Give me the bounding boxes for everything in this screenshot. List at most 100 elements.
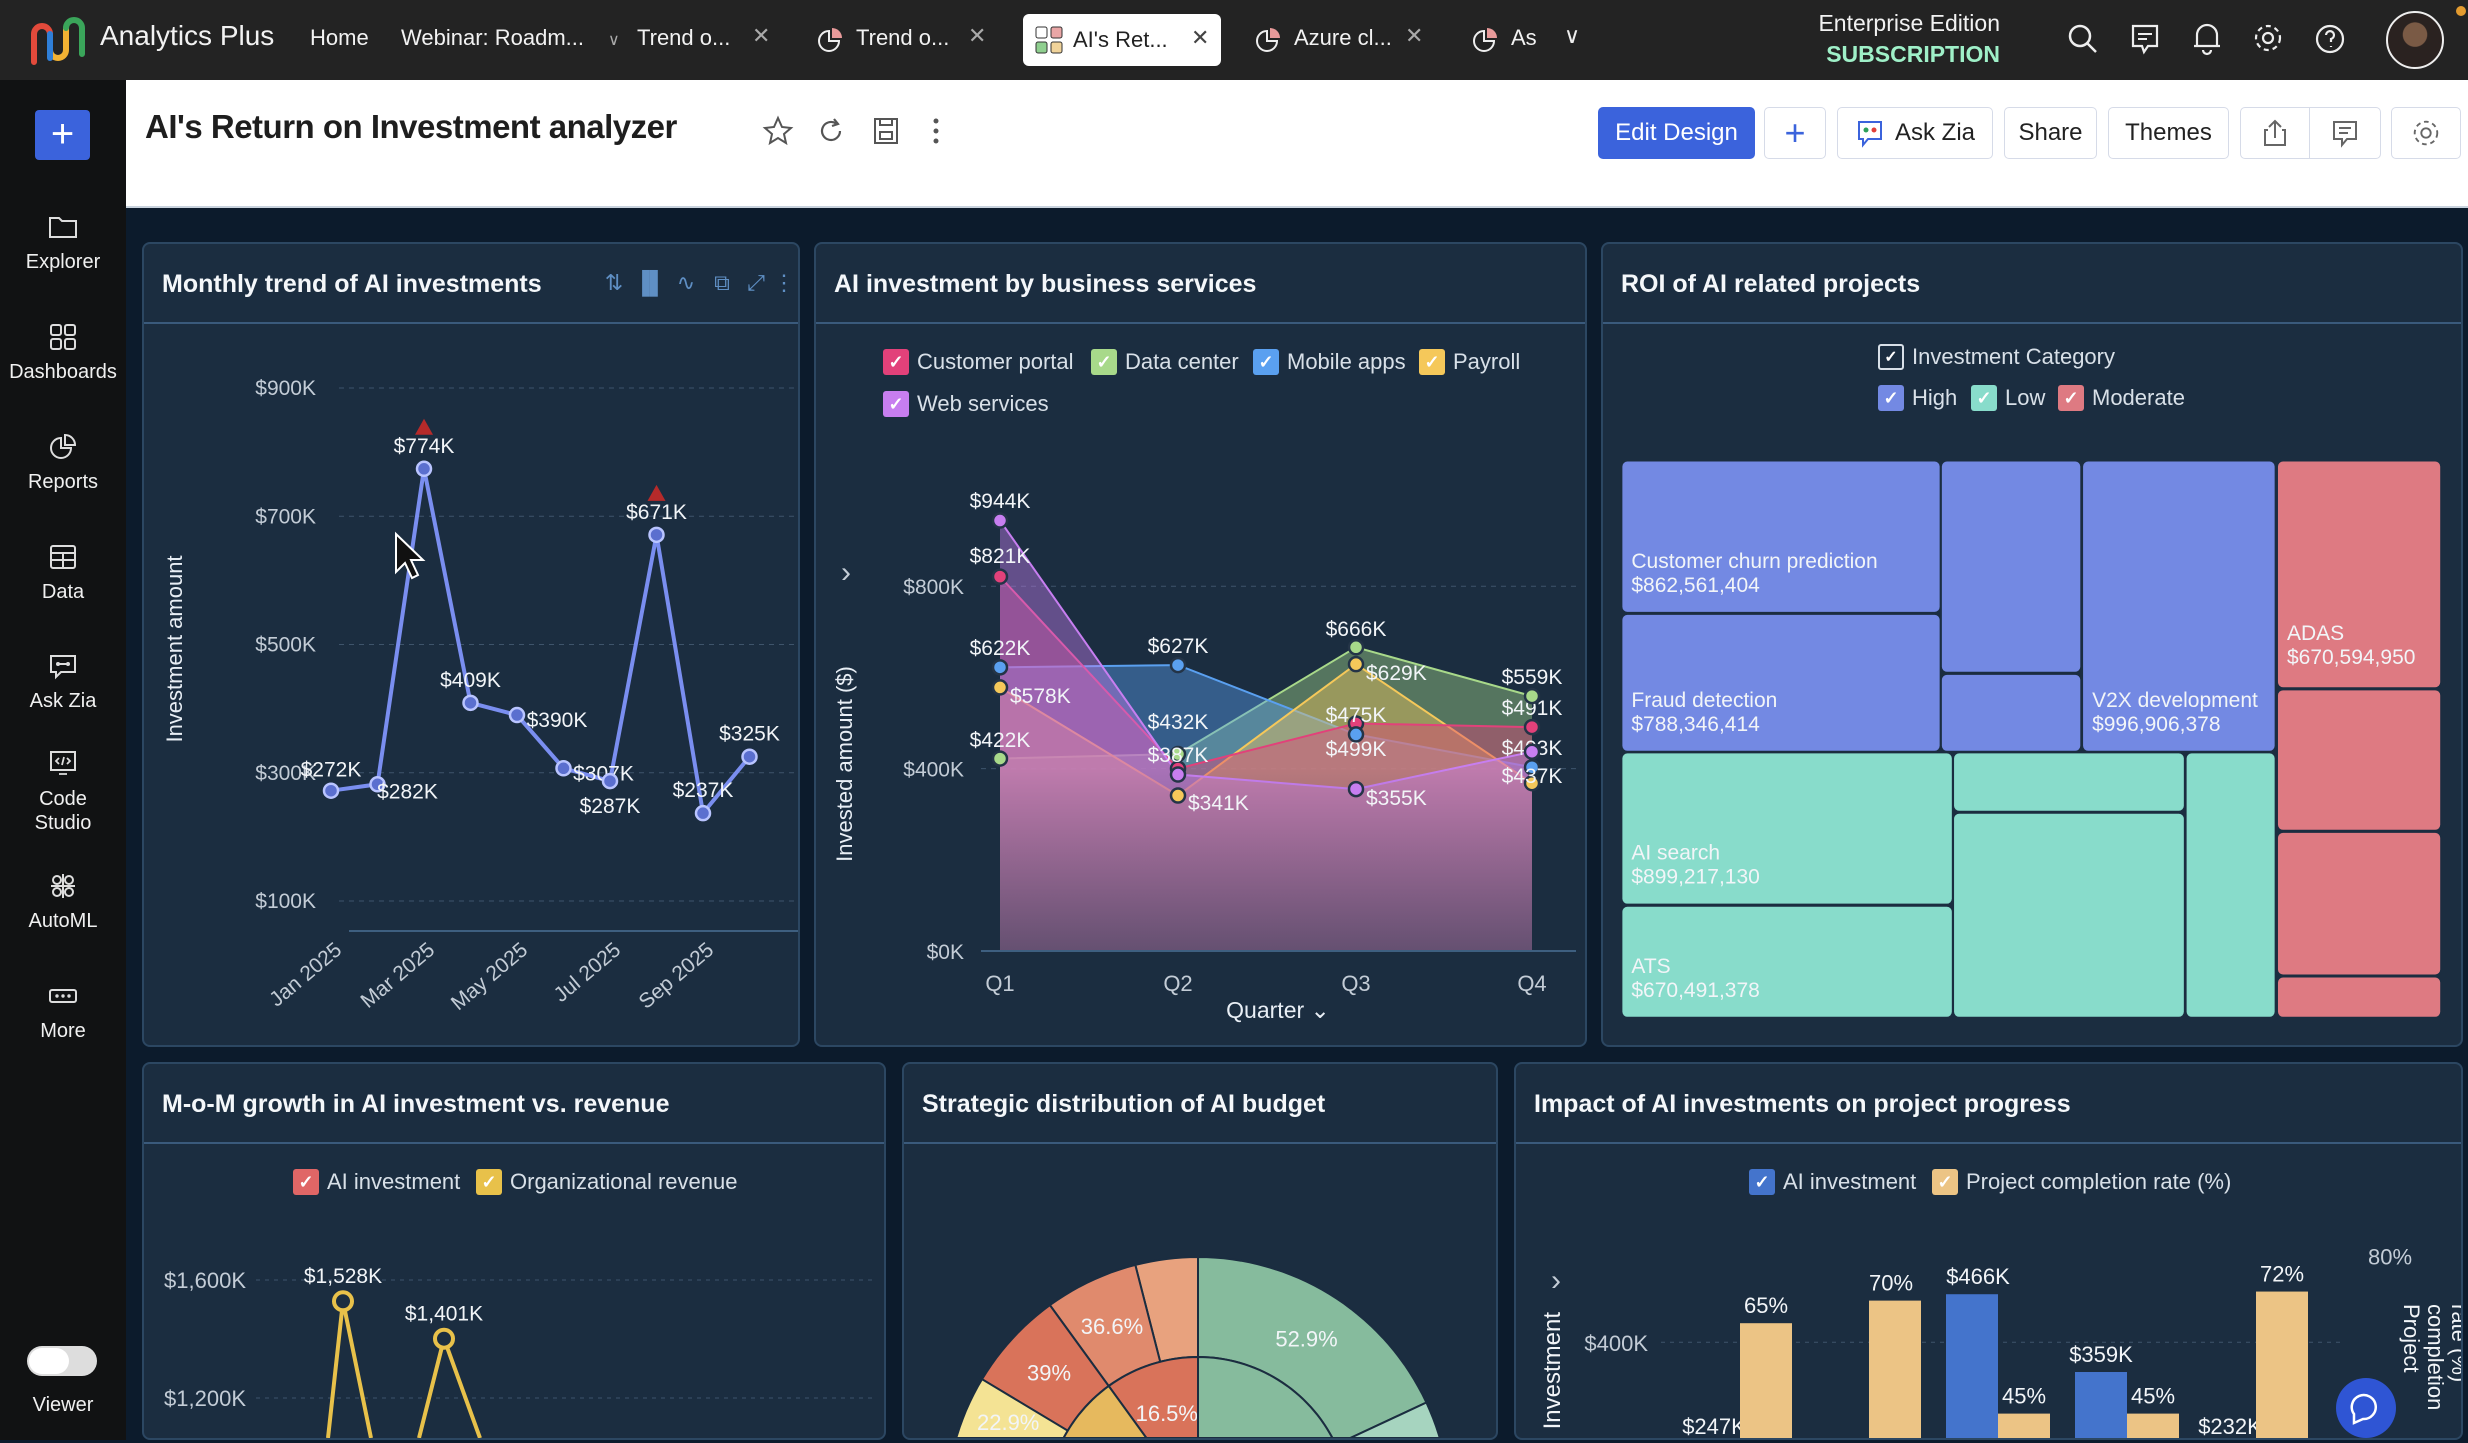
legend-checkbox[interactable]: ✓ [293, 1169, 319, 1195]
bar-completion-rate[interactable] [2256, 1291, 2308, 1438]
add-widget-button[interactable]: + [1764, 107, 1826, 159]
treemap-node-moderate[interactable] [2277, 832, 2441, 975]
create-new-button[interactable]: + [35, 110, 90, 160]
tab-azure[interactable]: Azure cl... [1294, 25, 1392, 50]
x-axis-label-dropdown[interactable]: Quarter ⌄ [1226, 997, 1330, 1023]
legend-item-organizational-revenue[interactable]: ✓ Organizational revenue [476, 1169, 737, 1195]
user-avatar[interactable] [2386, 11, 2444, 69]
bar-ai-investment[interactable] [1946, 1294, 1998, 1438]
search-icon[interactable] [2066, 22, 2100, 56]
treemap-node-ats[interactable] [1622, 906, 1952, 1017]
bar-chart-icon[interactable]: ▐▌ [634, 269, 665, 297]
settings-gear-icon[interactable] [2251, 21, 2285, 55]
bar-ai-investment[interactable] [2075, 1372, 2127, 1438]
bar-completion-rate[interactable] [1869, 1300, 1921, 1438]
legend-checkbox[interactable]: ✓ [1971, 385, 1997, 411]
sidebar-item-automl[interactable]: AutoML [0, 870, 126, 933]
legend-checkbox[interactable]: ✓ [883, 391, 909, 417]
close-tab-icon[interactable]: ✕ [1191, 25, 1210, 50]
outer-slice[interactable] [1349, 1401, 1441, 1439]
sidebar-item-explorer[interactable]: Explorer [0, 211, 126, 274]
legend-item-high[interactable]: ✓ High [1878, 385, 1957, 411]
legend-checkbox[interactable]: ✓ [1253, 349, 1279, 375]
sidebar-item-ask-zia[interactable]: Ask Zia [0, 650, 126, 713]
legend-item-customer-portal[interactable]: ✓ Customer portal [883, 349, 1074, 375]
tab-home[interactable]: Home [310, 25, 369, 50]
treemap-node-high[interactable] [1941, 674, 2081, 751]
legend-checkbox[interactable]: ✓ [476, 1169, 502, 1195]
ask-zia-button[interactable]: Ask Zia [1837, 107, 1993, 159]
legend-checkbox[interactable]: ✓ [883, 349, 909, 375]
inner-slice[interactable] [1107, 1355, 1199, 1438]
close-tab-icon[interactable]: ✕ [752, 23, 771, 48]
treemap-node-high[interactable] [1941, 461, 2081, 672]
legend-checkbox[interactable]: ✓ [2058, 385, 2084, 411]
feed-chat-icon[interactable] [2128, 22, 2162, 56]
star-favorite-icon[interactable] [762, 115, 794, 147]
chevron-down-icon[interactable]: ∨ [608, 32, 620, 49]
viewer-toggle[interactable] [27, 1346, 97, 1376]
legend-checkbox[interactable]: ✓ [1091, 349, 1117, 375]
treemap-node-low[interactable] [1954, 813, 2184, 1017]
inner-slice[interactable] [1062, 1384, 1148, 1438]
legend-item-payroll[interactable]: ✓ Payroll [1419, 349, 1520, 375]
legend-item-low[interactable]: ✓ Low [1971, 385, 2045, 411]
inner-slice[interactable] [1197, 1355, 1334, 1438]
treemap-node-low[interactable] [1954, 753, 2184, 811]
legend-checkbox[interactable]: ✓ [1878, 344, 1904, 370]
more-options-icon[interactable]: ⋮ [773, 270, 795, 295]
bar-completion-rate[interactable] [1740, 1323, 1792, 1438]
legend-checkbox[interactable]: ✓ [1749, 1169, 1775, 1195]
legend-item-mobile-apps[interactable]: ✓ Mobile apps [1253, 349, 1406, 375]
tab-trend-1[interactable]: Trend o... [637, 25, 731, 50]
share-button[interactable]: Share [2004, 107, 2097, 159]
treemap-node-adas[interactable] [2277, 461, 2441, 688]
sidebar-item-dashboards[interactable]: Dashboards [0, 321, 126, 384]
sidebar-item-data[interactable]: Data [0, 541, 126, 604]
treemap-node-moderate[interactable] [2277, 690, 2441, 830]
bar-completion-rate[interactable] [1998, 1413, 2050, 1438]
export-button[interactable] [2240, 107, 2310, 159]
more-options-icon[interactable] [930, 116, 942, 146]
sidebar-item-more[interactable]: More [0, 980, 126, 1043]
dashboard-settings-button[interactable] [2391, 107, 2461, 159]
tab-ai-roi-active[interactable]: AI's Ret... ✕ [1023, 14, 1221, 66]
legend-title-investment-category[interactable]: ✓ Investment Category [1878, 344, 2115, 370]
tab-trend-2[interactable]: Trend o... [856, 25, 950, 50]
line-chart-icon[interactable]: ∿ [677, 270, 695, 295]
tabs-overflow-chevron-icon[interactable]: ∨ [1564, 23, 1581, 48]
refresh-icon[interactable] [816, 116, 846, 146]
open-external-icon[interactable]: ⧉ [714, 270, 730, 295]
sidebar-item-code-studio[interactable]: Code Studio [0, 747, 126, 835]
legend-checkbox[interactable]: ✓ [1419, 349, 1445, 375]
legend-item-ai-investment[interactable]: ✓ AI investment [1749, 1169, 1916, 1195]
chat-support-button[interactable] [2336, 1378, 2396, 1438]
legend-item-moderate[interactable]: ✓ Moderate [2058, 385, 2185, 411]
save-icon[interactable] [871, 116, 901, 146]
help-icon[interactable] [2313, 22, 2347, 56]
close-tab-icon[interactable]: ✕ [1405, 23, 1424, 48]
treemap-node-fraud-detection[interactable] [1622, 614, 1940, 751]
legend-item-project-completion-rate-[interactable]: ✓ Project completion rate (%) [1932, 1169, 2231, 1195]
legend-checkbox[interactable]: ✓ [1878, 385, 1904, 411]
legend-item-web-services[interactable]: ✓ Web services [883, 391, 1049, 417]
sort-icon[interactable]: ⇅ [605, 270, 623, 295]
edit-design-button[interactable]: Edit Design [1598, 107, 1755, 159]
bar-completion-rate[interactable] [2127, 1413, 2179, 1438]
tab-webinar[interactable]: Webinar: Roadm... [401, 25, 585, 50]
treemap-node-low[interactable] [2186, 753, 2275, 1017]
close-tab-icon[interactable]: ✕ [968, 23, 987, 48]
analytics-plus-logo[interactable] [28, 14, 88, 66]
legend-item-ai-investment[interactable]: ✓ AI investment [293, 1169, 460, 1195]
subscription-link[interactable]: SUBSCRIPTION [1826, 41, 2000, 67]
bell-icon[interactable] [2190, 20, 2224, 56]
expand-icon[interactable]: ⤢ [747, 270, 765, 295]
tab-as[interactable]: As [1511, 25, 1537, 50]
legend-checkbox[interactable]: ✓ [1932, 1169, 1958, 1195]
treemap-node-moderate[interactable] [2277, 977, 2441, 1017]
treemap-node-ai-search[interactable] [1622, 753, 1952, 904]
legend-item-data-center[interactable]: ✓ Data center [1091, 349, 1239, 375]
treemap-node-v2x-development[interactable] [2083, 461, 2275, 751]
sidebar-item-reports[interactable]: Reports [0, 431, 126, 494]
treemap-node-customer-churn-prediction[interactable] [1622, 461, 1940, 612]
